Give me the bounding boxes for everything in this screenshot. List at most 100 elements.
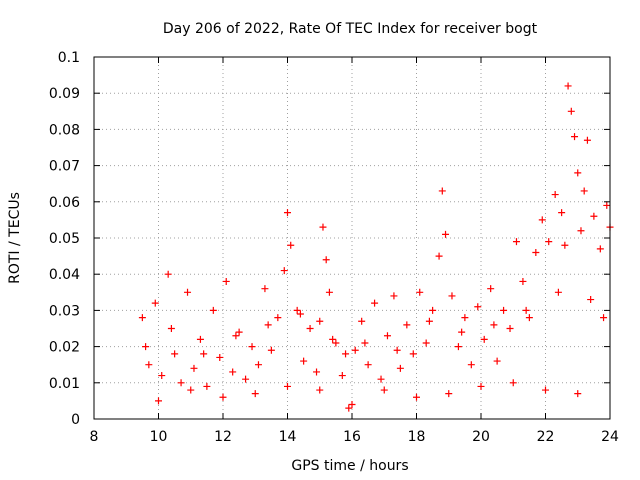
data-point [509,379,517,387]
x-tick-label: 12 [214,429,232,445]
data-point [325,288,333,296]
data-point [254,361,262,369]
y-tick-label: 0.06 [49,195,80,211]
data-point [264,321,272,329]
grid-lines [94,57,610,419]
data-point [571,133,579,141]
y-tick-label: 0.04 [49,267,80,283]
data-point [306,325,314,332]
data-point [409,350,417,358]
data-point [348,401,356,409]
x-tick-label: 14 [279,429,297,445]
data-point [219,393,227,401]
data-point [461,314,469,322]
data-point [545,238,553,246]
data-point [580,187,588,195]
data-point [490,321,498,329]
data-point [574,169,582,177]
data-point [351,346,359,354]
data-point [280,267,288,275]
data-point [232,332,240,340]
data-point [342,350,350,358]
y-tick-label: 0.07 [49,159,80,175]
data-point [316,317,324,325]
data-point [413,393,420,401]
data-point [519,277,527,285]
data-point [229,368,237,376]
data-point [332,339,340,347]
data-point [145,361,153,369]
data-point [300,357,308,365]
data-point [329,335,337,343]
x-tick-label: 24 [601,429,619,445]
data-point [596,245,604,253]
data-point [319,223,327,231]
data-point [425,317,433,325]
y-tick-labels: 0 0.01 0.02 0.03 0.04 0.05 0.06 0.07 0.08 0.09 0.1 [49,50,80,428]
x-tick-label: 10 [150,429,168,445]
data-point [196,335,204,343]
data-point [171,350,179,358]
x-tick-label: 20 [472,429,490,445]
data-point [380,386,388,394]
data-point [293,306,301,314]
data-point [383,332,391,340]
data-point [435,252,443,260]
x-tick-label: 18 [408,429,426,445]
data-point [216,353,224,361]
data-point [477,382,485,390]
data-point [261,285,269,293]
data-point [429,306,437,314]
data-point [313,368,321,376]
data-point [574,390,582,398]
data-point [525,314,533,322]
data-point [164,270,172,278]
data-point [416,288,424,296]
data-point [554,288,562,296]
data-point [403,321,411,329]
y-tick-label: 0 [71,412,80,428]
data-point [396,364,404,372]
data-point [564,82,572,90]
data-point [590,212,598,220]
data-point [284,209,291,217]
data-point [458,328,466,336]
data-point [167,325,175,332]
data-point [203,382,211,390]
y-tick-label: 0.08 [49,122,80,138]
data-point [287,241,295,249]
data-point [558,209,566,217]
data-point [467,361,475,369]
data-point [474,303,482,311]
y-tick-label: 0.1 [58,50,80,66]
data-point [512,238,520,246]
data-point [583,136,591,144]
data-point [577,227,585,235]
data-point [538,216,546,224]
x-tick-label: 16 [343,429,361,445]
data-point [322,256,330,264]
x-tick-labels: 8 10 12 14 16 18 20 22 24 [90,429,619,445]
data-point [184,288,192,296]
data-point [142,343,150,351]
data-point [364,361,372,369]
data-point [151,299,159,307]
y-tick-label: 0.09 [49,86,80,102]
data-point [603,201,611,209]
data-point [338,372,346,380]
data-point [542,386,549,394]
x-tick-label: 22 [537,429,555,445]
data-point [390,292,398,300]
data-point [500,306,508,314]
data-point [480,335,488,343]
data-point [600,314,608,322]
data-point [487,285,495,293]
data-point [345,404,353,412]
data-point [242,375,250,383]
data-point [190,364,198,372]
chart-title: Day 206 of 2022, Rate Of TEC Index for r… [163,21,538,37]
y-tick-label: 0.01 [49,376,80,392]
axis-ticks [93,56,611,420]
data-point [274,314,282,322]
